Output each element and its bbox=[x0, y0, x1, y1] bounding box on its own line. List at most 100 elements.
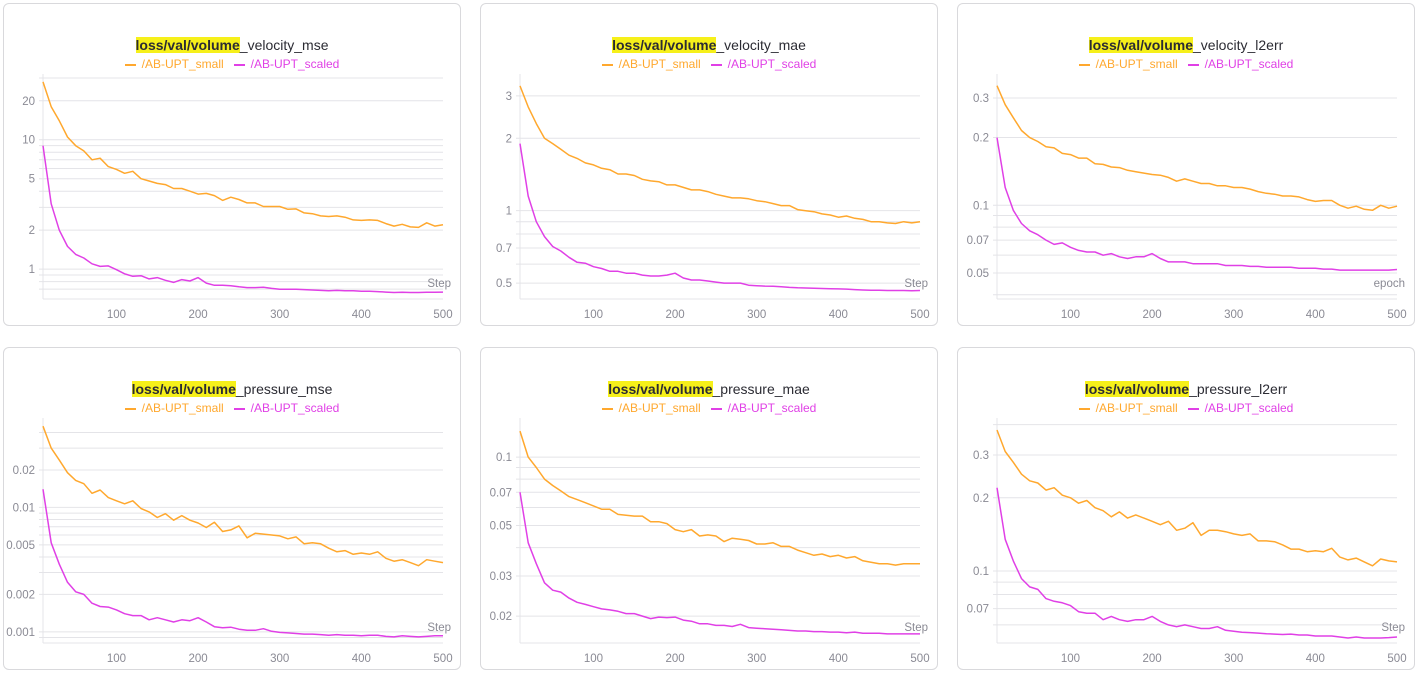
y-tick-label: 5 bbox=[29, 174, 35, 186]
legend-swatch bbox=[233, 407, 245, 410]
legend-item[interactable]: /AB-UPT_small bbox=[1078, 57, 1178, 71]
x-tick-label: 500 bbox=[910, 309, 929, 321]
chart-panel: loss/val/volume_velocity_mse/AB-UPT_smal… bbox=[3, 3, 461, 326]
x-tick-label: 500 bbox=[1387, 309, 1406, 321]
series-line-small bbox=[996, 429, 1398, 567]
x-tick-label: 100 bbox=[1061, 309, 1080, 321]
x-tick-label: 300 bbox=[270, 309, 289, 321]
legend-swatch bbox=[233, 63, 245, 66]
legend-item[interactable]: /AB-UPT_scaled bbox=[1187, 57, 1294, 71]
y-tick-label: 1 bbox=[29, 264, 35, 276]
legend-label: /AB-UPT_small bbox=[141, 401, 224, 415]
legend-swatch bbox=[601, 63, 613, 66]
x-tick-label: 100 bbox=[584, 309, 603, 321]
chart-title: loss/val/volume_velocity_mae bbox=[481, 37, 937, 53]
series-line-scaled bbox=[519, 143, 921, 292]
title-rest: _velocity_l2err bbox=[1193, 37, 1284, 53]
legend-item[interactable]: /AB-UPT_small bbox=[1078, 401, 1178, 415]
chart-panel: loss/val/volume_pressure_mae/AB-UPT_smal… bbox=[480, 347, 938, 670]
y-tick-label: 0.1 bbox=[973, 200, 989, 212]
title-rest: _pressure_mse bbox=[235, 381, 333, 397]
x-tick-label: 300 bbox=[747, 309, 766, 321]
y-tick-label: 0.01 bbox=[13, 502, 35, 514]
y-tick-label: 0.1 bbox=[973, 566, 989, 578]
x-tick-label: 100 bbox=[584, 653, 603, 665]
x-tick-label: 100 bbox=[107, 309, 126, 321]
chart-panel: loss/val/volume_pressure_l2err/AB-UPT_sm… bbox=[957, 347, 1415, 670]
legend: /AB-UPT_small/AB-UPT_scaled bbox=[481, 57, 937, 71]
plot-area: 0.05 0.07 0.1 0.2 0.3 100 200 300 400 500 epoch bbox=[967, 74, 1407, 321]
x-tick-label: 200 bbox=[1143, 309, 1162, 321]
title-highlight: loss/val/volume bbox=[1088, 37, 1193, 53]
x-tick-label: 100 bbox=[1061, 653, 1080, 665]
legend-swatch bbox=[1078, 407, 1090, 410]
legend-swatch bbox=[710, 407, 722, 410]
x-axis-label: epoch bbox=[1374, 278, 1405, 290]
legend-label: /AB-UPT_scaled bbox=[727, 401, 817, 415]
legend-item[interactable]: /AB-UPT_small bbox=[124, 401, 224, 415]
legend-item[interactable]: /AB-UPT_scaled bbox=[710, 57, 817, 71]
series-line-scaled bbox=[42, 489, 443, 638]
x-tick-label: 400 bbox=[829, 653, 848, 665]
legend-swatch bbox=[710, 63, 722, 66]
legend-swatch bbox=[1187, 63, 1199, 66]
legend: /AB-UPT_small/AB-UPT_scaled bbox=[4, 401, 460, 415]
legend-label: /AB-UPT_small bbox=[1095, 401, 1178, 415]
legend-swatch bbox=[124, 407, 136, 410]
plot-area: 1 2 5 10 20 100 200 300 400 500 Step bbox=[22, 74, 453, 321]
legend: /AB-UPT_small/AB-UPT_scaled bbox=[4, 57, 460, 71]
legend: /AB-UPT_small/AB-UPT_scaled bbox=[481, 401, 937, 415]
title-rest: _velocity_mse bbox=[239, 37, 329, 53]
legend-label: /AB-UPT_small bbox=[618, 401, 701, 415]
title-rest: _velocity_mae bbox=[716, 37, 806, 53]
chart-title: loss/val/volume_pressure_l2err bbox=[958, 381, 1414, 397]
legend-item[interactable]: /AB-UPT_scaled bbox=[710, 401, 817, 415]
x-tick-label: 400 bbox=[1306, 653, 1325, 665]
x-tick-label: 200 bbox=[189, 309, 208, 321]
plot-area: 0.001 0.002 0.005 0.01 0.02 100 200 300 400 500 St… bbox=[6, 418, 453, 665]
title-rest: _pressure_mae bbox=[712, 381, 810, 397]
legend-label: /AB-UPT_scaled bbox=[727, 57, 817, 71]
x-tick-label: 200 bbox=[666, 309, 685, 321]
y-tick-label: 0.05 bbox=[967, 268, 989, 280]
y-tick-label: 0.07 bbox=[967, 235, 989, 247]
y-tick-label: 1 bbox=[506, 206, 512, 218]
y-tick-label: 0.3 bbox=[973, 93, 989, 105]
y-tick-label: 0.7 bbox=[496, 243, 512, 255]
x-tick-label: 300 bbox=[747, 653, 766, 665]
title-highlight: loss/val/volume bbox=[608, 381, 713, 397]
x-tick-label: 500 bbox=[433, 653, 452, 665]
x-tick-label: 100 bbox=[107, 653, 126, 665]
plot-area: 0.5 0.7 1 2 3 100 200 300 400 500 Step bbox=[496, 74, 930, 321]
legend-swatch bbox=[1078, 63, 1090, 66]
y-tick-label: 0.002 bbox=[6, 589, 35, 601]
legend-item[interactable]: /AB-UPT_scaled bbox=[1187, 401, 1293, 415]
y-tick-label: 2 bbox=[506, 133, 512, 145]
legend-label: /AB-UPT_scaled bbox=[250, 401, 340, 415]
y-tick-label: 0.005 bbox=[6, 540, 35, 552]
y-tick-label: 0.03 bbox=[490, 571, 512, 583]
x-tick-label: 500 bbox=[433, 309, 452, 321]
legend-item[interactable]: /AB-UPT_scaled bbox=[233, 57, 340, 71]
legend-item[interactable]: /AB-UPT_small bbox=[601, 57, 701, 71]
x-tick-label: 200 bbox=[189, 653, 208, 665]
series-line-small bbox=[996, 85, 1398, 212]
legend-label: /AB-UPT_scaled bbox=[250, 57, 340, 71]
legend-label: /AB-UPT_scaled bbox=[1204, 57, 1294, 71]
legend-item[interactable]: /AB-UPT_small bbox=[601, 401, 701, 415]
y-tick-label: 20 bbox=[22, 96, 35, 108]
x-axis-label: Step bbox=[427, 622, 451, 634]
x-tick-label: 400 bbox=[1306, 309, 1325, 321]
x-tick-label: 300 bbox=[270, 653, 289, 665]
y-tick-label: 0.001 bbox=[6, 627, 35, 639]
legend-swatch bbox=[1187, 407, 1199, 410]
y-tick-label: 0.5 bbox=[496, 278, 512, 290]
legend: /AB-UPT_small/AB-UPT_scaled bbox=[958, 57, 1414, 71]
title-highlight: loss/val/volume bbox=[135, 37, 240, 53]
chart-title: loss/val/volume_velocity_l2err bbox=[958, 37, 1414, 53]
legend-item[interactable]: /AB-UPT_small bbox=[124, 57, 224, 71]
y-tick-label: 0.2 bbox=[973, 133, 989, 145]
legend-item[interactable]: /AB-UPT_scaled bbox=[233, 401, 340, 415]
x-tick-label: 300 bbox=[1224, 309, 1243, 321]
title-highlight: loss/val/volume bbox=[131, 381, 236, 397]
